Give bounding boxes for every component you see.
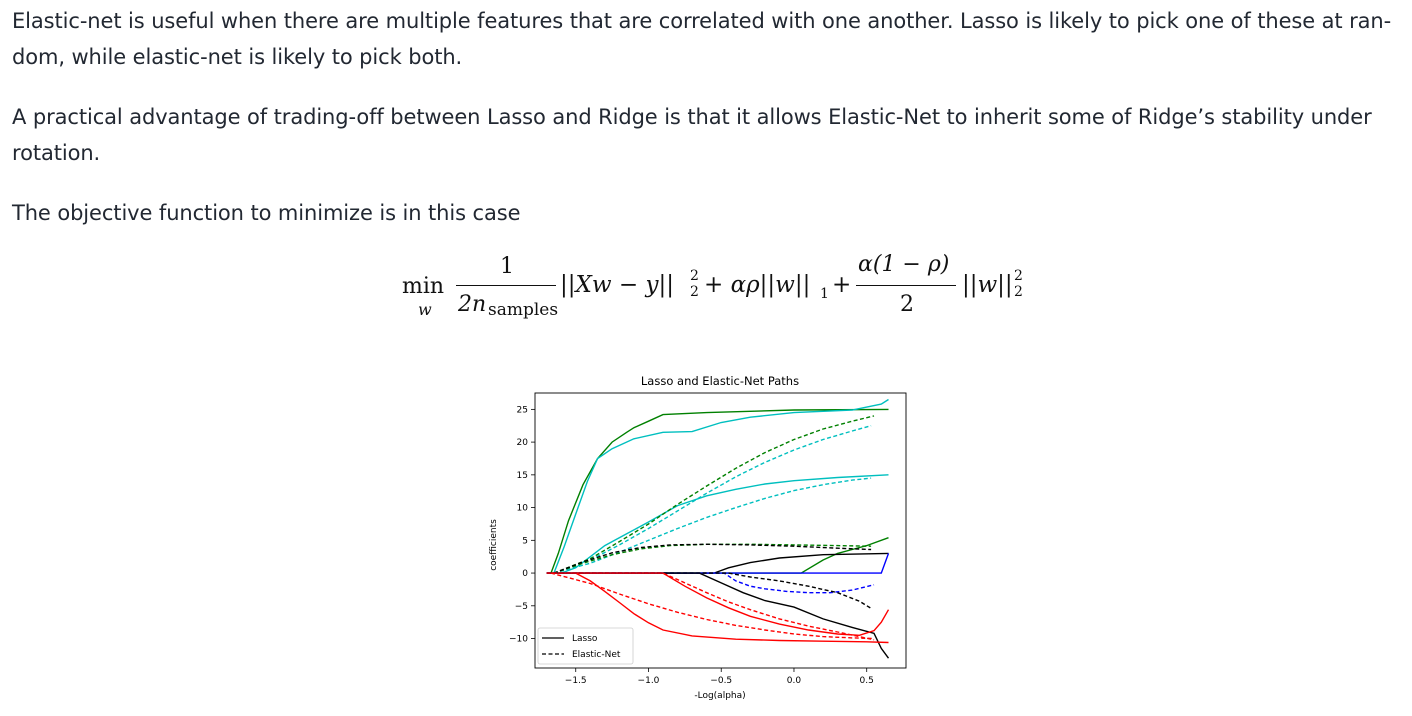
lasso-path-2 <box>560 474 889 574</box>
x-tick-label: −0.5 <box>710 676 732 686</box>
formula-min-subscript: w <box>418 300 432 319</box>
paragraph-practical-advantage: A practical advantage of trading-off bet… <box>12 105 1372 165</box>
lasso-path-7 <box>575 572 889 644</box>
formula-frac1-subscript: samples <box>488 300 559 320</box>
formula-residual-norm: ||Xw − y|| <box>560 272 674 298</box>
chart-x-axis-label: -Log(alpha) <box>694 691 745 701</box>
formula-plus: + <box>832 272 852 298</box>
elastic-net-path-9 <box>553 415 875 574</box>
elastic-net-path-16 <box>550 572 875 640</box>
chart-series-group <box>546 398 890 659</box>
formula-residual-sup: 2 <box>690 268 699 284</box>
objective-formula: min w 1 2n samples ||Xw − y|| 2 2 + αρ||… <box>400 250 1040 330</box>
elastic-net-path-17 <box>546 572 875 641</box>
x-tick-label: −1.5 <box>565 676 587 686</box>
y-tick-label: −5 <box>515 602 528 612</box>
formula-frac2-numerator: α(1 − ρ) <box>858 252 950 277</box>
formula-frac2-denominator: 2 <box>900 292 914 317</box>
formula-l1-sub: 1 <box>820 286 829 302</box>
legend-elastic-net-label: Elastic-Net <box>572 650 621 660</box>
formula-l1-term: + αρ||w|| <box>704 272 811 298</box>
formula-frac1-line <box>456 285 556 287</box>
paragraph-elastic-net-use: Elastic-net is useful when there are mul… <box>12 9 1392 69</box>
elastic-net-path-11 <box>553 477 872 574</box>
lasso-path-8 <box>546 572 890 637</box>
chart-legend: Lasso Elastic-Net <box>537 627 634 665</box>
formula-l2-sup: 2 <box>1014 268 1023 284</box>
lasso-path-1 <box>553 398 889 574</box>
chart-title: Lasso and Elastic-Net Paths <box>641 374 799 388</box>
y-tick-label: 20 <box>517 438 529 448</box>
elastic-net-path-13 <box>553 543 872 574</box>
formula-frac1-denominator: 2n <box>458 292 487 317</box>
formula-l2-sub: 2 <box>1014 284 1023 300</box>
x-tick-label: −1.0 <box>638 676 660 686</box>
y-tick-label: 25 <box>517 405 528 415</box>
formula-l2-term: ||w|| <box>962 272 1013 298</box>
legend-box <box>537 627 634 665</box>
formula-frac1-numerator: 1 <box>500 254 514 279</box>
lasso-path-6 <box>546 572 890 659</box>
y-tick-label: 10 <box>517 504 529 514</box>
elastic-net-path-14 <box>546 572 875 594</box>
y-tick-label: 5 <box>522 536 528 546</box>
formula-min: min <box>402 274 445 299</box>
chart-ticks-group: −1.5 −1.0 −0.5 0.0 0.5 −10 −5 0 5 10 15 20 25 <box>509 405 874 686</box>
paragraph-objective-intro: The objective function to minimize is in… <box>12 201 521 225</box>
lasso-elastic-net-chart: Lasso and Elastic-Net Paths coefficients… <box>489 374 907 701</box>
y-tick-label: 0 <box>522 569 528 579</box>
y-tick-label: 15 <box>517 471 528 481</box>
chart-y-axis-label: coefficients <box>489 519 499 571</box>
x-tick-label: 0.5 <box>860 676 874 686</box>
formula-frac2-line <box>856 285 956 287</box>
elastic-net-path-10 <box>553 425 872 574</box>
elastic-net-path-15 <box>546 572 872 609</box>
legend-lasso-label: Lasso <box>572 634 598 644</box>
formula-residual-sub: 2 <box>690 284 699 300</box>
chart-axes-frame <box>534 392 907 669</box>
x-tick-label: 0.0 <box>787 676 802 686</box>
lasso-path-0 <box>550 408 889 574</box>
y-tick-label: −10 <box>509 635 528 645</box>
